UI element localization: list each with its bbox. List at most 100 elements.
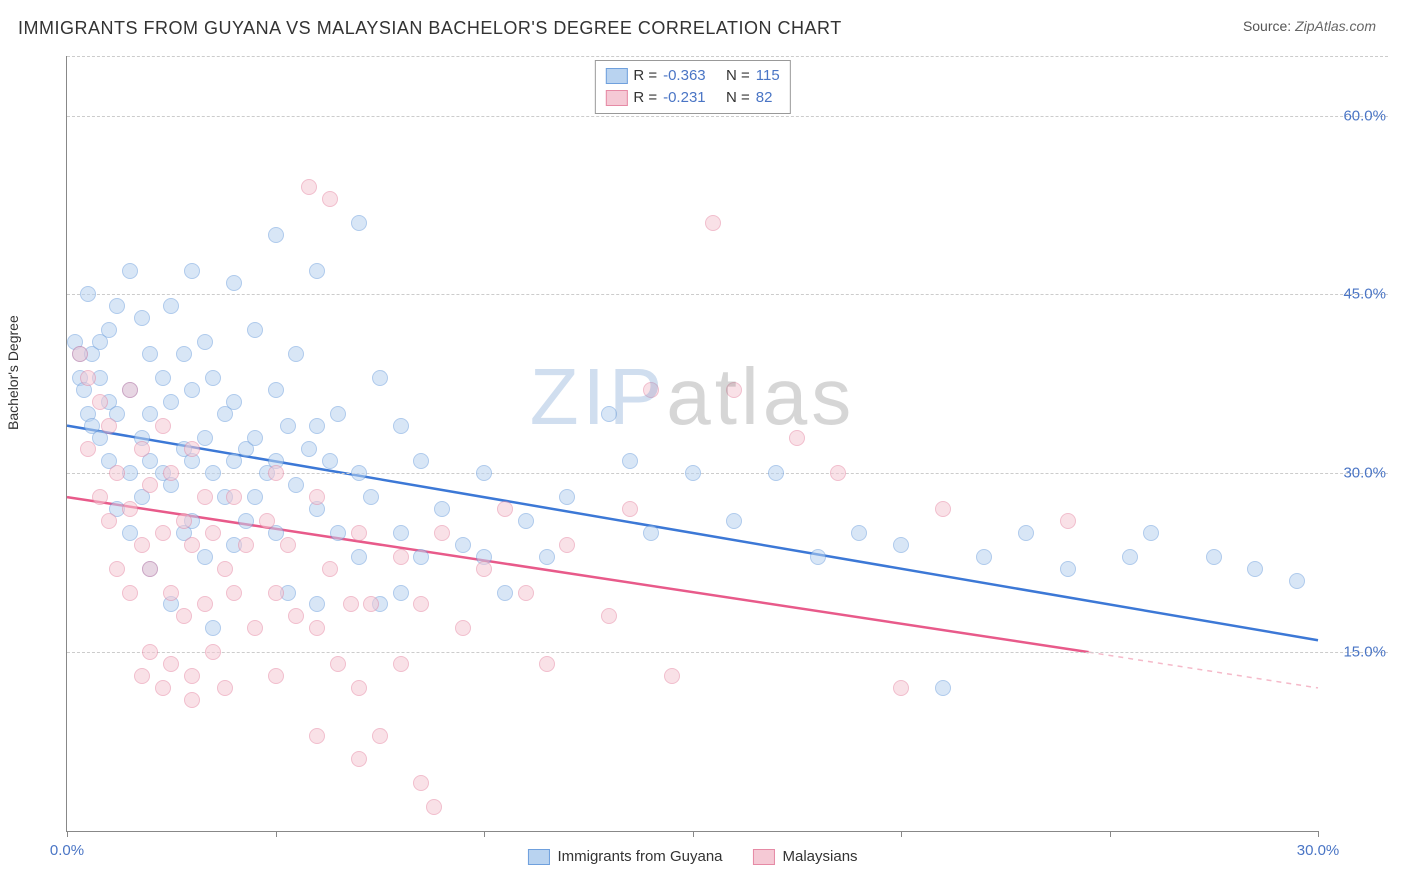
- swatch-malaysians: [753, 849, 775, 865]
- scatter-point: [518, 513, 534, 529]
- scatter-point: [268, 382, 284, 398]
- x-tick: [484, 831, 485, 837]
- scatter-point: [176, 608, 192, 624]
- scatter-point: [351, 215, 367, 231]
- scatter-point: [976, 549, 992, 565]
- scatter-point: [372, 370, 388, 386]
- scatter-point: [935, 501, 951, 517]
- scatter-point: [1247, 561, 1263, 577]
- scatter-point: [205, 525, 221, 541]
- scatter-point: [685, 465, 701, 481]
- y-axis-label: Bachelor's Degree: [5, 315, 21, 430]
- scatter-point: [1018, 525, 1034, 541]
- scatter-point: [393, 549, 409, 565]
- scatter-point: [109, 561, 125, 577]
- scatter-point: [413, 453, 429, 469]
- scatter-point: [301, 441, 317, 457]
- scatter-point: [343, 596, 359, 612]
- n-label: N =: [726, 87, 750, 109]
- scatter-point: [155, 418, 171, 434]
- scatter-point: [122, 382, 138, 398]
- scatter-point: [351, 751, 367, 767]
- scatter-point: [205, 644, 221, 660]
- scatter-point: [476, 465, 492, 481]
- scatter-point: [197, 430, 213, 446]
- scatter-point: [134, 537, 150, 553]
- chart-container: Bachelor's Degree ZIPatlas R = -0.363 N …: [18, 50, 1388, 874]
- scatter-point: [163, 465, 179, 481]
- scatter-point: [1206, 549, 1222, 565]
- legend-item-malaysians: Malaysians: [753, 848, 858, 865]
- scatter-point: [1060, 561, 1076, 577]
- scatter-point: [1289, 573, 1305, 589]
- scatter-point: [330, 406, 346, 422]
- plot-area: ZIPatlas R = -0.363 N = 115 R = -0.231 N…: [66, 56, 1318, 832]
- scatter-point: [226, 275, 242, 291]
- source-label: Source:: [1243, 18, 1291, 34]
- scatter-point: [72, 346, 88, 362]
- scatter-point: [176, 346, 192, 362]
- r-label: R =: [633, 65, 657, 87]
- scatter-point: [101, 418, 117, 434]
- scatter-point: [830, 465, 846, 481]
- swatch-guyana: [527, 849, 549, 865]
- scatter-point: [217, 561, 233, 577]
- scatter-point: [176, 513, 192, 529]
- scatter-point: [247, 489, 263, 505]
- scatter-point: [122, 501, 138, 517]
- scatter-point: [101, 513, 117, 529]
- scatter-point: [109, 465, 125, 481]
- scatter-point: [184, 263, 200, 279]
- scatter-point: [393, 585, 409, 601]
- x-tick: [1318, 831, 1319, 837]
- scatter-point: [247, 620, 263, 636]
- legend-row-guyana: R = -0.363 N = 115: [605, 65, 779, 87]
- scatter-point: [559, 489, 575, 505]
- scatter-point: [226, 585, 242, 601]
- scatter-point: [280, 537, 296, 553]
- scatter-point: [109, 298, 125, 314]
- scatter-point: [184, 441, 200, 457]
- scatter-point: [351, 525, 367, 541]
- scatter-point: [322, 191, 338, 207]
- scatter-point: [363, 596, 379, 612]
- scatter-point: [413, 596, 429, 612]
- scatter-point: [330, 525, 346, 541]
- scatter-point: [163, 394, 179, 410]
- scatter-point: [80, 370, 96, 386]
- scatter-point: [134, 310, 150, 326]
- scatter-point: [413, 775, 429, 791]
- swatch-guyana: [605, 68, 627, 84]
- scatter-point: [155, 525, 171, 541]
- scatter-point: [935, 680, 951, 696]
- scatter-point: [92, 489, 108, 505]
- scatter-point: [142, 346, 158, 362]
- scatter-point: [101, 322, 117, 338]
- scatter-point: [184, 692, 200, 708]
- scatter-point: [259, 513, 275, 529]
- x-tick: [901, 831, 902, 837]
- scatter-point: [268, 585, 284, 601]
- series-legend: Immigrants from Guyana Malaysians: [527, 848, 857, 865]
- scatter-point: [184, 382, 200, 398]
- scatter-point: [142, 477, 158, 493]
- scatter-point: [322, 453, 338, 469]
- scatter-point: [893, 680, 909, 696]
- scatter-point: [197, 489, 213, 505]
- scatter-point: [351, 465, 367, 481]
- scatter-point: [893, 537, 909, 553]
- source-attribution: Source: ZipAtlas.com: [1243, 18, 1376, 34]
- scatter-point: [518, 585, 534, 601]
- scatter-point: [226, 489, 242, 505]
- x-tick: [67, 831, 68, 837]
- scatter-point: [309, 596, 325, 612]
- scatter-point: [322, 561, 338, 577]
- scatter-point: [163, 298, 179, 314]
- scatter-point: [539, 549, 555, 565]
- scatter-point: [288, 608, 304, 624]
- scatter-point: [309, 728, 325, 744]
- scatter-point: [197, 596, 213, 612]
- x-tick: [693, 831, 694, 837]
- scatter-point: [363, 489, 379, 505]
- scatter-point: [92, 394, 108, 410]
